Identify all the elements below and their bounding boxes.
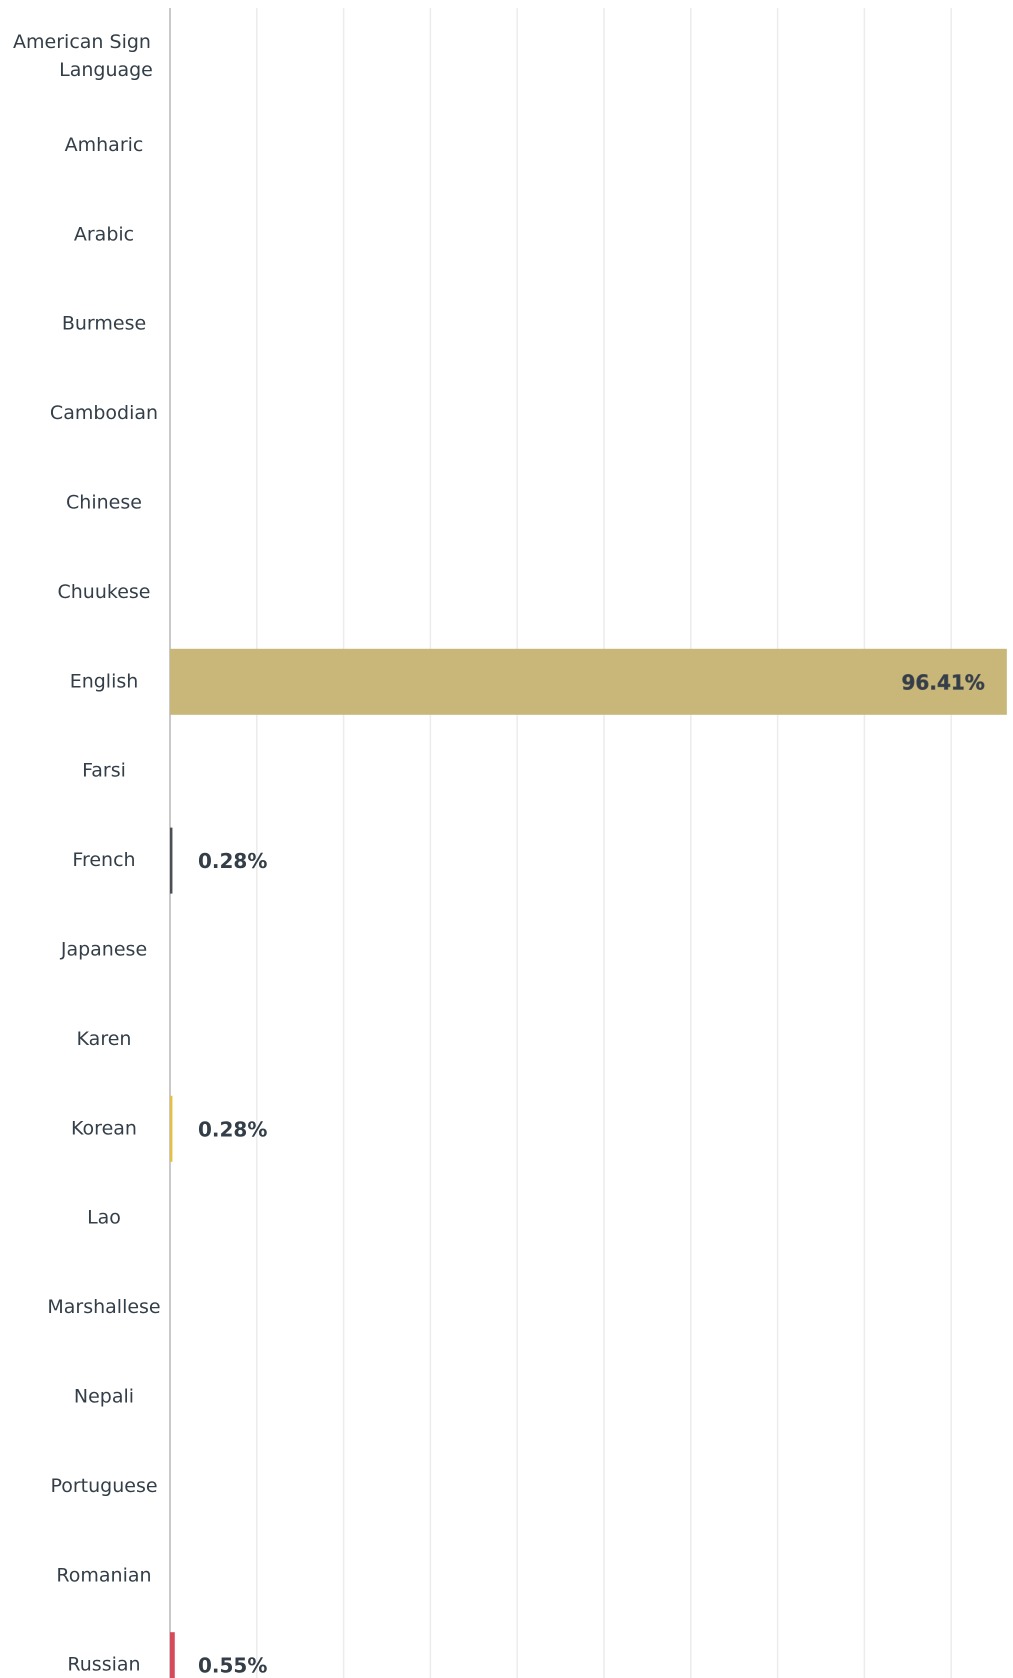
bar bbox=[170, 648, 1007, 715]
label-line: American Sign bbox=[13, 31, 151, 53]
value-label: 0.55% bbox=[198, 1654, 267, 1678]
category-label: Arabic bbox=[74, 223, 134, 245]
category-label: Cambodian bbox=[50, 402, 158, 424]
category-label: Lao bbox=[87, 1207, 121, 1229]
bar bbox=[170, 827, 173, 894]
category-label: Karen bbox=[77, 1028, 132, 1050]
value-label: 0.28% bbox=[198, 849, 267, 873]
category-label: Farsi bbox=[82, 760, 126, 782]
value-label: 96.41% bbox=[902, 670, 985, 694]
bar bbox=[170, 1095, 173, 1162]
category-label: Romanian bbox=[56, 1564, 151, 1586]
category-label: Marshallese bbox=[47, 1296, 160, 1318]
category-label: Amharic bbox=[65, 134, 144, 156]
bar bbox=[170, 1632, 175, 1678]
category-label: Japanese bbox=[60, 939, 147, 961]
category-label: English bbox=[70, 670, 139, 692]
value-label: 0.28% bbox=[198, 1117, 267, 1141]
category-label: Chinese bbox=[66, 492, 142, 514]
category-label: Korean bbox=[71, 1117, 137, 1139]
category-label: Nepali bbox=[74, 1386, 134, 1408]
category-label: Chuukese bbox=[58, 581, 151, 603]
category-label: American Sign Language bbox=[13, 31, 153, 81]
label-line: Language bbox=[59, 59, 153, 81]
category-label: Portuguese bbox=[50, 1475, 157, 1497]
category-label: Burmese bbox=[62, 313, 146, 335]
category-label: French bbox=[72, 849, 135, 871]
category-label: Russian bbox=[67, 1654, 140, 1676]
